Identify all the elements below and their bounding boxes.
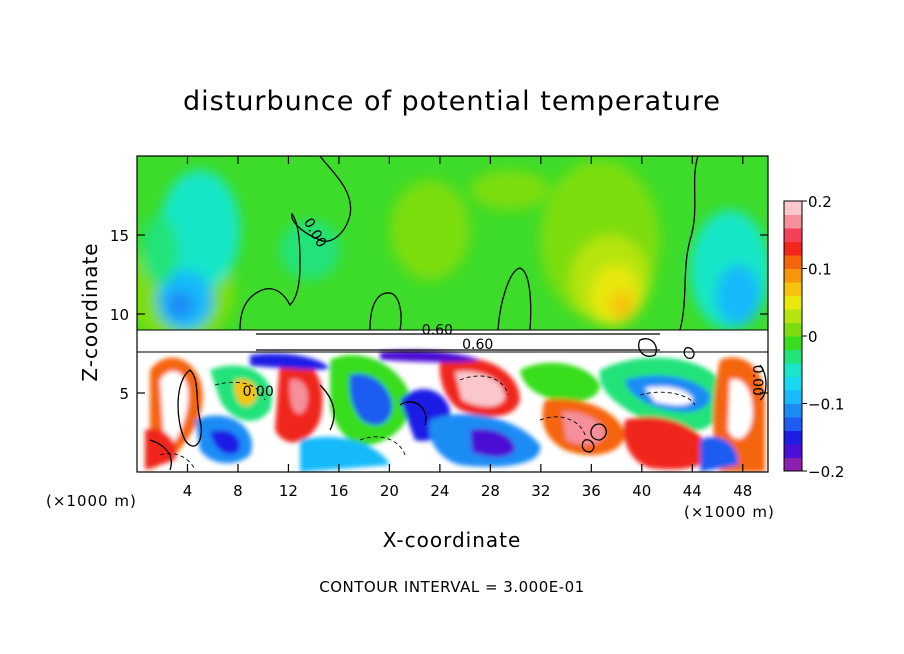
x-axis-label: X-coordinate bbox=[382, 528, 522, 552]
colorbar-tick-label: 0.2 bbox=[808, 193, 832, 211]
contour-label: 0.00 bbox=[749, 365, 765, 396]
colorbar-swatch bbox=[784, 309, 802, 323]
colorbar-swatch bbox=[784, 214, 802, 229]
colorbar-swatch bbox=[784, 295, 802, 310]
colorbar-tick-label: −0.2 bbox=[808, 463, 844, 481]
x-tick-label: 4 bbox=[183, 482, 193, 500]
y-tick-label: 10 bbox=[110, 306, 129, 324]
colorbar-swatch bbox=[784, 376, 802, 391]
colorbar-tick-label: 0.1 bbox=[808, 261, 832, 279]
contour-lines bbox=[137, 156, 768, 471]
x-tick-label: 40 bbox=[632, 482, 651, 500]
colorbar-swatch bbox=[784, 444, 802, 458]
contour-label: 0.00 bbox=[243, 384, 274, 400]
colorbar-swatch bbox=[784, 322, 802, 337]
colorbar-swatch bbox=[784, 268, 802, 283]
colorbar-swatch bbox=[784, 417, 802, 431]
x-tick-label: 12 bbox=[279, 482, 298, 500]
colorbar-swatch bbox=[784, 403, 802, 418]
colorbar-swatch bbox=[784, 336, 802, 350]
x-tick-label: 44 bbox=[683, 482, 702, 500]
y-tick-label: 5 bbox=[119, 385, 129, 403]
contour-label: 0.60 bbox=[422, 323, 453, 339]
y-tick-label: 15 bbox=[110, 227, 129, 245]
x-tick-label: 48 bbox=[733, 482, 752, 500]
colorbar-tick-label: −0.1 bbox=[808, 396, 844, 414]
x-tick-label: 28 bbox=[481, 482, 500, 500]
x-unit-label-left: (×1000 m) bbox=[46, 492, 137, 510]
x-unit-label-right: (×1000 m) bbox=[684, 503, 775, 521]
colorbar-swatch bbox=[784, 390, 802, 404]
colorbar-swatch bbox=[784, 201, 802, 215]
x-tick-label: 16 bbox=[329, 482, 348, 500]
colorbar-swatch bbox=[784, 255, 802, 269]
colorbar bbox=[783, 200, 803, 472]
colorbar-swatch bbox=[784, 228, 802, 242]
x-tick-label: 8 bbox=[233, 482, 243, 500]
colorbar-swatch bbox=[784, 363, 802, 377]
colorbar-swatch bbox=[784, 349, 802, 364]
colorbar-swatch bbox=[784, 282, 802, 296]
heatmap-field bbox=[137, 156, 768, 472]
x-tick-label: 24 bbox=[430, 482, 449, 500]
colorbar-swatch bbox=[784, 241, 802, 256]
contour-label: 0.60 bbox=[462, 337, 493, 353]
x-tick-label: 32 bbox=[531, 482, 550, 500]
y-axis-label: Z-coordinate bbox=[78, 242, 102, 382]
colorbar-tick-label: 0 bbox=[808, 328, 818, 346]
contour-interval-note: CONTOUR INTERVAL = 3.000E-01 bbox=[319, 578, 585, 596]
colorbar-swatch bbox=[784, 430, 802, 445]
x-tick-label: 36 bbox=[582, 482, 601, 500]
x-tick-label: 20 bbox=[380, 482, 399, 500]
chart-title: disturbunce of potential temperature bbox=[183, 86, 721, 117]
colorbar-swatch bbox=[784, 457, 802, 472]
